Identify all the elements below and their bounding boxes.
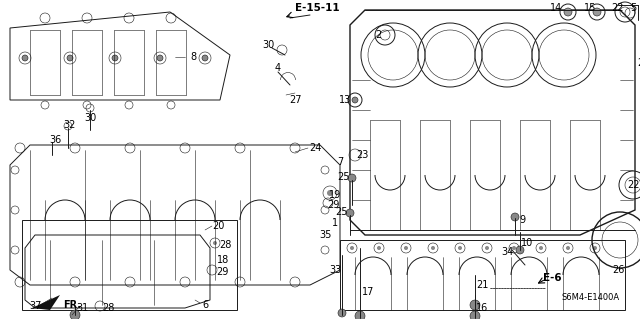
Text: 26: 26 [612, 265, 624, 275]
Circle shape [593, 8, 601, 16]
Circle shape [213, 241, 217, 245]
Text: 2: 2 [375, 30, 381, 40]
Text: E-6: E-6 [543, 273, 561, 283]
Text: 30: 30 [84, 113, 96, 123]
Text: 29: 29 [216, 267, 228, 277]
Circle shape [22, 55, 28, 61]
Text: 28: 28 [102, 303, 114, 313]
Text: 36: 36 [49, 135, 61, 145]
Circle shape [70, 310, 80, 319]
Text: 32: 32 [64, 120, 76, 130]
Circle shape [112, 55, 118, 61]
Text: 33: 33 [329, 265, 341, 275]
Circle shape [202, 55, 208, 61]
Text: 22: 22 [627, 180, 639, 190]
Text: 16: 16 [476, 303, 488, 313]
Circle shape [404, 246, 408, 250]
Text: 23: 23 [356, 150, 368, 160]
Circle shape [485, 246, 489, 250]
Text: 28: 28 [219, 240, 231, 250]
Circle shape [516, 246, 524, 254]
Text: 7: 7 [337, 157, 343, 167]
Text: 5: 5 [630, 3, 636, 13]
Circle shape [327, 190, 333, 196]
Text: 37: 37 [29, 301, 41, 311]
Circle shape [346, 209, 354, 217]
Circle shape [470, 300, 480, 310]
Text: 8: 8 [190, 52, 196, 62]
Text: 17: 17 [362, 287, 374, 297]
Text: 34: 34 [501, 247, 513, 257]
Circle shape [539, 246, 543, 250]
Circle shape [352, 97, 358, 103]
Circle shape [470, 311, 480, 319]
Circle shape [350, 246, 354, 250]
Text: 14: 14 [550, 3, 562, 13]
Text: FR.: FR. [63, 300, 81, 310]
Text: 4: 4 [275, 63, 281, 73]
Circle shape [512, 246, 516, 250]
Text: E-15-11: E-15-11 [294, 3, 339, 13]
Circle shape [157, 55, 163, 61]
Circle shape [355, 311, 365, 319]
Text: 10: 10 [521, 238, 533, 248]
Circle shape [377, 246, 381, 250]
Text: 29: 29 [327, 200, 339, 210]
Circle shape [431, 246, 435, 250]
Bar [22, 220, 237, 310]
Circle shape [348, 174, 356, 182]
Text: 22: 22 [612, 3, 624, 13]
Text: 25: 25 [336, 207, 348, 217]
Circle shape [67, 55, 73, 61]
Text: 20: 20 [212, 221, 224, 231]
Text: 6: 6 [202, 300, 208, 310]
Text: 24: 24 [309, 143, 321, 153]
Circle shape [338, 309, 346, 317]
Text: 1: 1 [332, 218, 338, 228]
Circle shape [593, 246, 597, 250]
Text: 27: 27 [289, 95, 301, 105]
Text: 21: 21 [476, 280, 488, 290]
Circle shape [566, 246, 570, 250]
Text: 15: 15 [584, 3, 596, 13]
Text: 19: 19 [329, 190, 341, 200]
Text: 2: 2 [637, 58, 640, 68]
Circle shape [511, 213, 519, 221]
Circle shape [564, 8, 572, 16]
Polygon shape [32, 295, 60, 310]
Text: 35: 35 [319, 230, 331, 240]
Text: 9: 9 [519, 215, 525, 225]
Text: 30: 30 [262, 40, 274, 50]
Text: S6M4-E1400A: S6M4-E1400A [562, 293, 620, 302]
Text: 13: 13 [339, 95, 351, 105]
Circle shape [458, 246, 462, 250]
Text: 31: 31 [76, 303, 88, 313]
Text: 25: 25 [338, 172, 350, 182]
Text: 18: 18 [217, 255, 229, 265]
